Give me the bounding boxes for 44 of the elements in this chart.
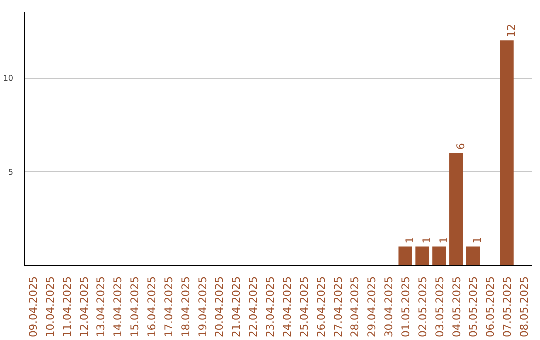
bar (416, 246, 430, 266)
x-tick-label: 13.04.2025 (94, 276, 108, 338)
data-label: 1 (420, 236, 434, 244)
x-tick-label: 10.04.2025 (44, 276, 57, 338)
x-tick-label: 07.05.2025 (501, 276, 514, 338)
x-tick-label: 16.04.2025 (146, 276, 158, 338)
x-tick-label: 18.04.2025 (179, 276, 192, 338)
x-tick-label: 08.05.2025 (518, 276, 532, 338)
data-label: 1 (471, 236, 484, 244)
data-label: 12 (505, 24, 518, 38)
x-tick-label: 15.04.2025 (128, 276, 142, 338)
x-tick-label: 30.04.2025 (382, 276, 396, 338)
x-tick-label: 03.05.2025 (433, 276, 446, 338)
x-tick-label: 01.05.2025 (400, 276, 412, 338)
x-tick-label: 20.04.2025 (213, 276, 226, 338)
x-tick-label: 02.05.2025 (416, 276, 430, 338)
y-tick-label: 10 (3, 74, 14, 84)
x-tick-label: 22.04.2025 (247, 276, 260, 338)
x-tick-label: 19.04.2025 (196, 276, 210, 338)
data-label: 1 (404, 236, 416, 244)
x-tick-label: 29.04.2025 (366, 276, 379, 338)
x-tick-label: 05.05.2025 (467, 276, 480, 338)
x-tick-label: 28.04.2025 (348, 276, 362, 338)
x-tick-label: 26.04.2025 (314, 276, 328, 338)
x-tick-label: 11.04.2025 (60, 276, 74, 338)
x-tick-label: 12.04.2025 (78, 276, 91, 338)
x-tick-label: 27.04.2025 (332, 276, 345, 338)
data-label: 1 (437, 236, 450, 244)
data-label: 6 (454, 143, 468, 150)
bar (450, 153, 464, 266)
x-tick-label: 04.05.2025 (450, 276, 464, 338)
bar (432, 246, 446, 266)
x-tick-label: 24.04.2025 (280, 276, 294, 338)
x-tick-label: 06.05.2025 (484, 276, 498, 338)
x-tick-label: 21.04.2025 (230, 276, 244, 338)
bar (500, 40, 514, 266)
y-tick-label: 5 (8, 168, 14, 177)
bar (398, 246, 412, 266)
x-tick-label: 25.04.2025 (298, 276, 311, 338)
x-tick-label: 17.04.2025 (162, 276, 176, 338)
bar (466, 246, 480, 266)
x-tick-label: 09.04.2025 (26, 276, 40, 338)
x-tick-label: 14.04.2025 (112, 276, 125, 338)
x-tick-label: 23.04.2025 (264, 276, 278, 338)
